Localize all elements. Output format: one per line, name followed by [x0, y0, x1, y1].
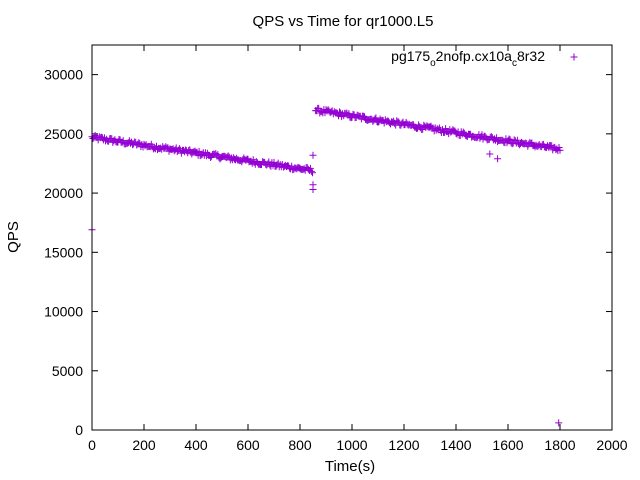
- data-point: [135, 139, 143, 147]
- data-point: [307, 167, 315, 175]
- data-point: [175, 145, 183, 153]
- y-tick-label: 10000: [44, 304, 83, 320]
- x-tick-label: 1200: [388, 437, 419, 453]
- data-point: [306, 164, 314, 172]
- data-point: [494, 155, 502, 163]
- data-point: [555, 419, 563, 427]
- x-tick-label: 2000: [596, 437, 627, 453]
- y-tick-label: 20000: [44, 185, 83, 201]
- data-point: [513, 136, 521, 144]
- x-axis-label: Time(s): [325, 458, 375, 475]
- x-tick-label: 1400: [440, 437, 471, 453]
- legend-marker-symbol: [570, 53, 578, 61]
- data-point: [345, 110, 353, 118]
- y-tick-label: 25000: [44, 126, 83, 142]
- x-tick-label: 200: [132, 437, 156, 453]
- axis-ticks: 0 200 400 600 800 1000 1200 1400 1600 1800 2000050…: [44, 45, 628, 453]
- data-point: [372, 114, 380, 122]
- data-points: [88, 104, 564, 427]
- y-tick-label: 15000: [44, 244, 83, 260]
- data-point: [556, 146, 564, 154]
- data-point: [309, 151, 317, 159]
- legend-marker: [570, 53, 578, 61]
- x-tick-label: 600: [236, 437, 260, 453]
- y-axis-label: QPS: [5, 221, 22, 253]
- legend-label: pg175o2nofp.cx10ac8r32: [391, 48, 545, 69]
- y-tick-label: 0: [75, 422, 83, 438]
- x-tick-label: 1800: [544, 437, 575, 453]
- chart-title: QPS vs Time for qr1000.L5: [253, 13, 434, 30]
- y-tick-label: 30000: [44, 67, 83, 83]
- data-point: [336, 108, 343, 116]
- x-tick-label: 400: [184, 437, 208, 453]
- data-point: [309, 186, 317, 193]
- x-tick-label: 1000: [336, 437, 367, 453]
- x-tick-label: 800: [288, 437, 312, 453]
- data-point: [309, 169, 316, 177]
- x-tick-label: 0: [88, 437, 96, 453]
- data-point: [508, 140, 516, 148]
- plot-frame: [91, 44, 613, 431]
- legend: pg175o2nofp.cx10ac8r32: [391, 48, 578, 69]
- data-point: [486, 150, 494, 158]
- data-point: [505, 135, 513, 143]
- x-tick-label: 1600: [492, 437, 523, 453]
- y-tick-label: 5000: [52, 363, 83, 379]
